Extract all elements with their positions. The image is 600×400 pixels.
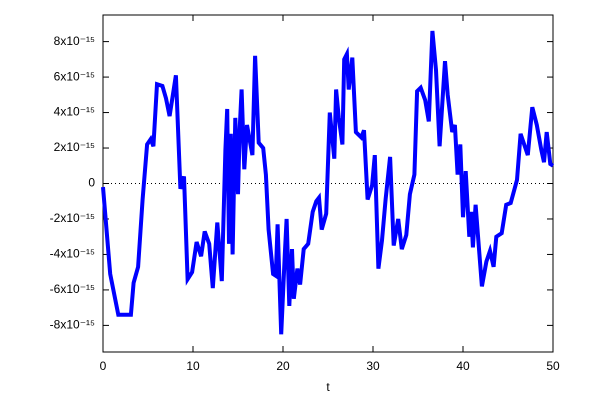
x-axis-label: t: [326, 380, 330, 394]
y-tick-label: 0: [88, 176, 95, 190]
x-tick-label: 40: [456, 359, 470, 373]
x-tick-label: 20: [276, 359, 290, 373]
x-tick-label: 10: [186, 359, 200, 373]
y-tick-label: -6x10⁻¹⁵: [50, 282, 95, 296]
y-tick-label: 6x10⁻¹⁵: [54, 69, 95, 83]
y-tick-label: -8x10⁻¹⁵: [50, 318, 95, 332]
y-tick-label: -4x10⁻¹⁵: [50, 247, 95, 261]
y-tick-label: 8x10⁻¹⁵: [54, 34, 95, 48]
y-tick-label: 4x10⁻¹⁵: [54, 105, 95, 119]
x-tick-label: 0: [100, 359, 107, 373]
x-tick-label: 30: [366, 359, 380, 373]
data-line: [101, 30, 555, 335]
y-tick-label: 2x10⁻¹⁵: [54, 140, 95, 154]
y-tick-label: -2x10⁻¹⁵: [50, 211, 95, 225]
x-tick-label: 50: [546, 359, 560, 373]
